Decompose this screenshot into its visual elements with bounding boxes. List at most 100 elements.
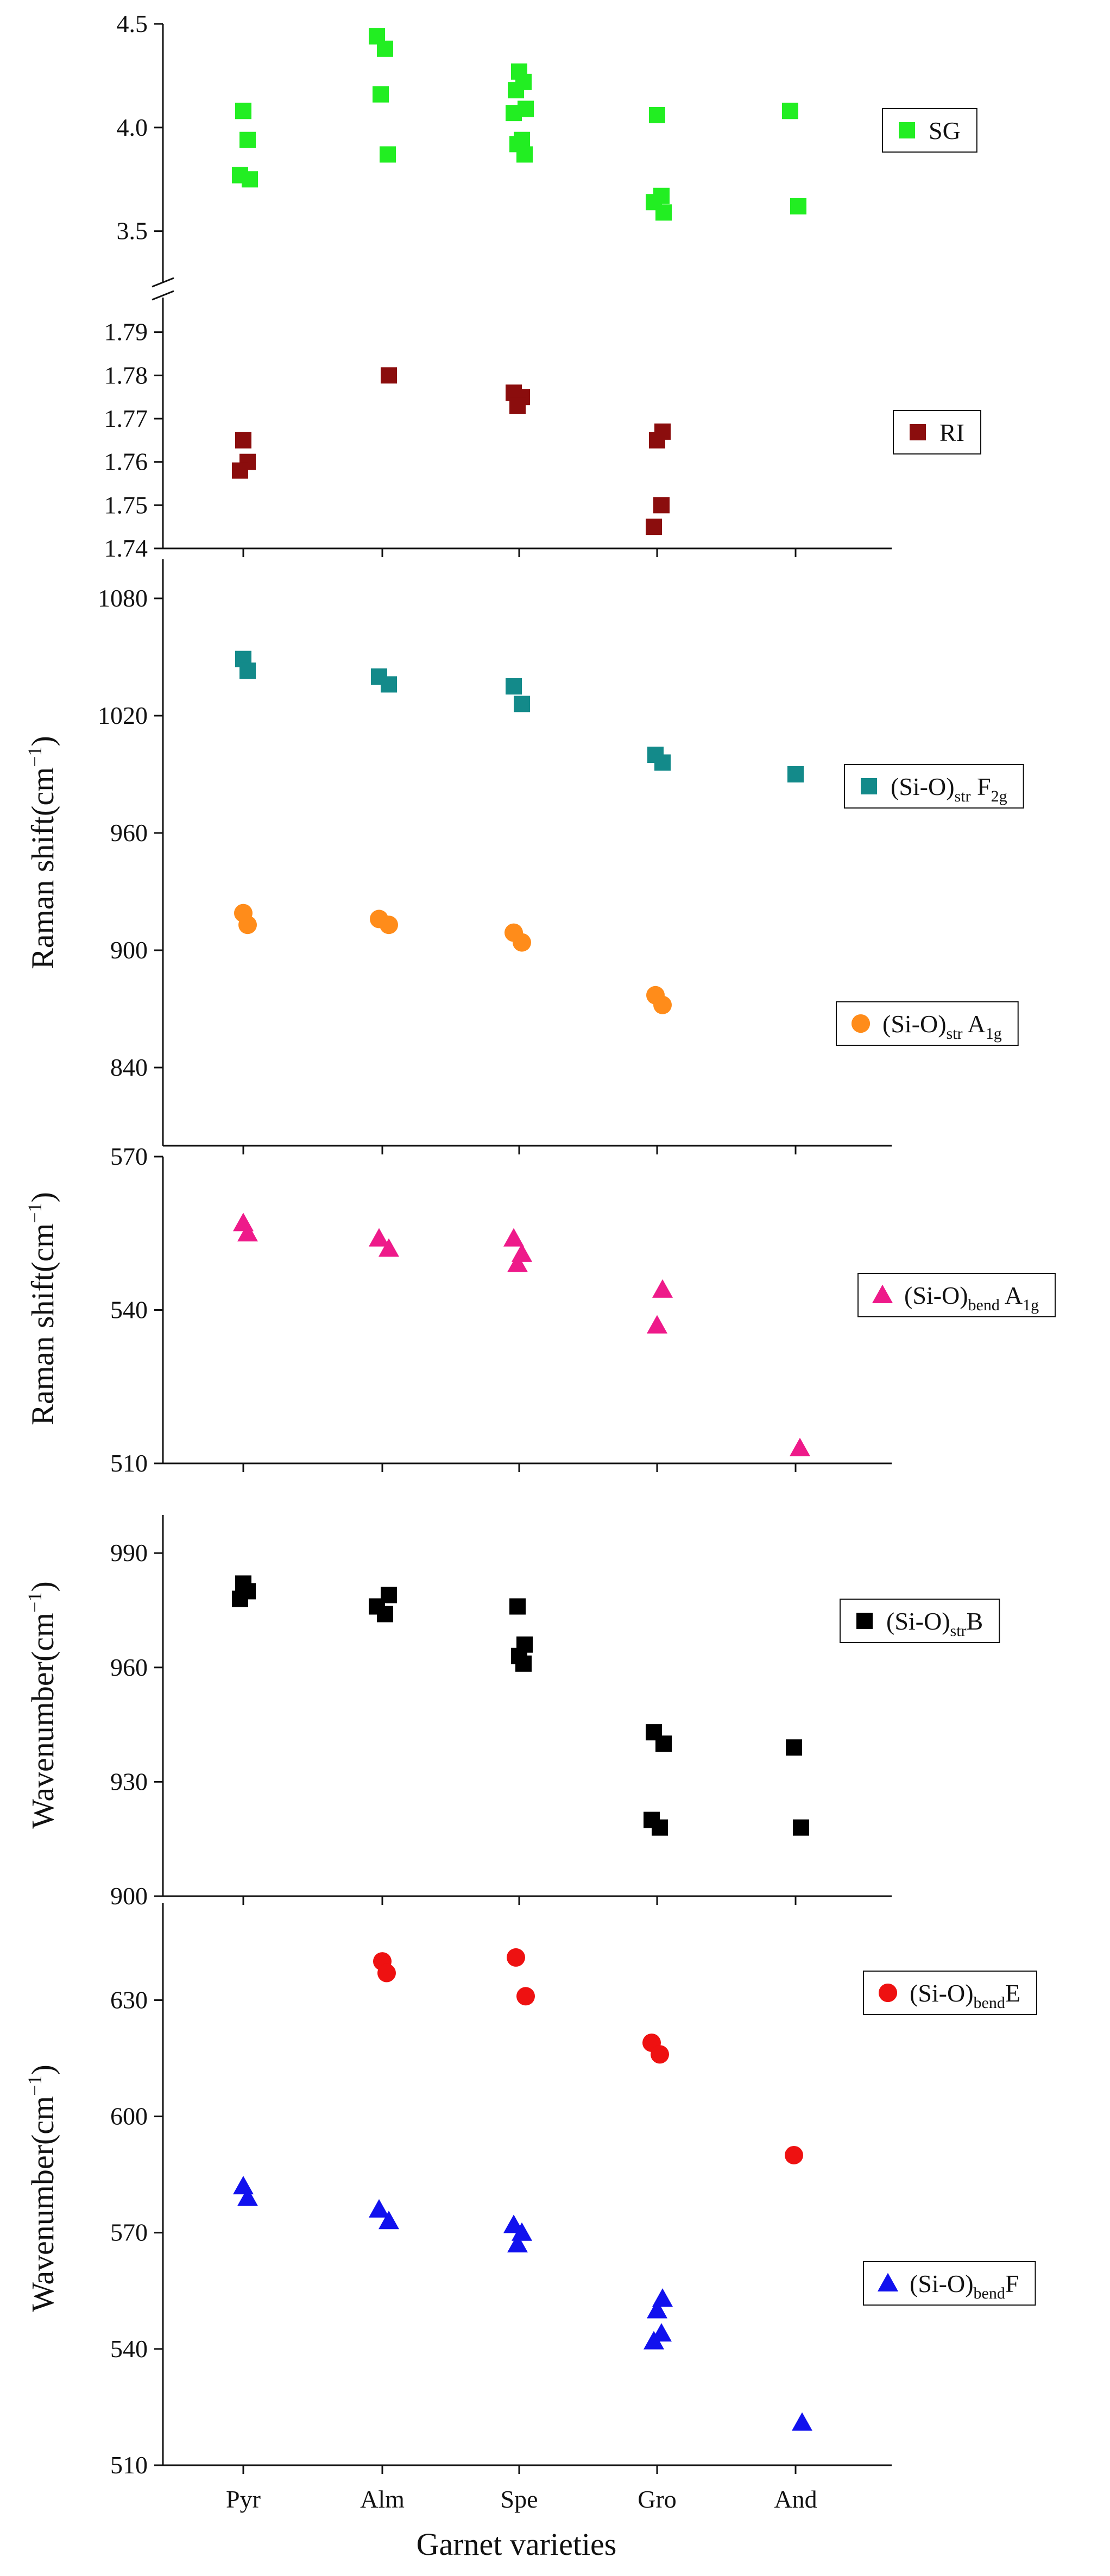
ri-y-tick-label: 1.76: [104, 448, 148, 476]
data-point: [233, 2176, 254, 2195]
data-point: [792, 2412, 812, 2431]
data-point: [237, 1223, 258, 1242]
ri-y-tick-label: 1.75: [104, 491, 148, 519]
ir-si-o-str-y-axis: 900 930 960 990: [110, 1515, 164, 1910]
ir-si-o-bend-y-tick-label: 540: [110, 2335, 148, 2363]
axis-break-mark: [152, 290, 174, 301]
data-point-ri: [235, 432, 251, 449]
data-point: [369, 2199, 389, 2218]
raman-si-o-str-y-tick-label: 1080: [98, 584, 148, 612]
raman-si-o-str-y-tick-label: 960: [110, 819, 148, 847]
raman-si-o-bend-y-tick-label: 570: [110, 1142, 148, 1170]
x-tick-label-spe: Spe: [501, 2485, 538, 2513]
legend-label: (Si-O)str F2g: [891, 773, 1007, 805]
data-point: [514, 696, 530, 712]
ir-si-o-bend-y-tick-label: 570: [110, 2219, 148, 2246]
legend-marker: [861, 778, 877, 794]
legend-marker: [910, 424, 926, 440]
legend-ir-si-o-bend-1: (Si-O)bendF: [863, 2261, 1036, 2306]
sg-ri-x-axis: [163, 547, 892, 557]
ir-si-o-bend-series-0: [373, 1948, 803, 2164]
ri-y-tick-label: 1.79: [104, 318, 148, 346]
ir-si-o-bend-series-1: [233, 2176, 812, 2431]
data-point-sg: [239, 131, 256, 148]
raman-si-o-bend-y-tick-label: 540: [110, 1296, 148, 1324]
data-point-sg: [373, 86, 389, 103]
x-axis-title: Garnet varieties: [417, 2527, 617, 2562]
legend-marker: [872, 1285, 893, 1303]
data-point: [369, 1228, 389, 1247]
data-point: [652, 1819, 668, 1836]
data-point-sg: [655, 204, 672, 221]
raman-si-o-str-x-axis: [163, 1145, 892, 1154]
ir-si-o-bend-y-tick-label: 600: [110, 2103, 148, 2130]
raman-si-o-bend-y-axis-title: Raman shift(cm−1): [24, 1192, 60, 1425]
ir-si-o-bend-y-tick-label: 510: [110, 2451, 148, 2479]
sg-y-tick-label: 4.0: [117, 113, 148, 141]
legend-RI: RI: [893, 410, 981, 454]
legend-box: [882, 108, 977, 153]
data-point: [232, 1590, 248, 1607]
data-point: [653, 995, 672, 1014]
data-point-ri: [509, 397, 526, 414]
ir-si-o-str-y-tick-label: 990: [110, 1539, 148, 1567]
data-point-ri: [649, 432, 665, 449]
data-point: [507, 1948, 525, 1967]
legend-label: (Si-O)strB: [886, 1607, 983, 1640]
data-point: [654, 754, 671, 771]
ir-si-o-str-x-axis: [163, 1895, 892, 1905]
data-point: [786, 1739, 802, 1756]
data-point-sg: [380, 146, 396, 163]
data-point-sg: [242, 171, 258, 188]
raman-si-o-bend-y-axis: 510 540 570: [110, 1142, 164, 1477]
legend-marker: [856, 1613, 873, 1629]
data-point: [651, 2045, 669, 2064]
ir-si-o-bend-y-tick-label: 630: [110, 1986, 148, 2013]
data-point-sg: [649, 106, 665, 123]
legend-box: [857, 1273, 1056, 1317]
x-tick-label-gro: Gro: [638, 2485, 677, 2513]
legend-SG: SG: [882, 108, 977, 153]
data-point: [515, 1655, 532, 1672]
axis-break-mark: [152, 277, 174, 288]
x-tick-label-and: And: [774, 2485, 817, 2513]
x-tick-label-pyr: Pyr: [226, 2485, 261, 2513]
ri-y-tick-label: 1.78: [104, 361, 148, 389]
raman-si-o-str-y-tick-label: 840: [110, 1053, 148, 1081]
sg-y-axis: 3.5 4.0 4.5: [117, 10, 163, 245]
legend-label: SG: [929, 117, 961, 144]
raman-si-o-str-series-0: [235, 651, 804, 782]
data-point: [377, 1963, 396, 1982]
raman-si-o-str-y-tick-label: 900: [110, 936, 148, 964]
ir-si-o-bend-x-axis: Pyr Alm Spe Gro And: [163, 2464, 892, 2513]
data-point: [655, 1735, 672, 1752]
sg-y-tick-label: 4.5: [117, 10, 148, 37]
legend-label: (Si-O)bendE: [910, 1979, 1020, 2012]
ir-si-o-bend-y-axis-title: Wavenumber(cm−1): [24, 2064, 60, 2312]
data-point: [790, 1437, 810, 1456]
data-point: [647, 1315, 667, 1334]
data-point-ri: [381, 367, 397, 384]
data-point: [381, 676, 397, 693]
data-point-sg: [790, 198, 806, 214]
data-point: [503, 1228, 524, 1247]
data-point-ri: [646, 519, 662, 535]
raman-si-o-str-y-tick-label: 1020: [98, 702, 148, 729]
ri-y-tick-label: 1.74: [104, 534, 148, 562]
data-point: [238, 916, 257, 935]
data-point-sg: [508, 82, 524, 99]
data-point: [237, 2187, 258, 2206]
data-point: [793, 1819, 809, 1836]
ir-si-o-str-y-tick-label: 930: [110, 1767, 148, 1795]
data-point: [644, 2331, 664, 2350]
data-point-ri: [653, 497, 670, 514]
ir-si-o-bend-y-axis: 510 540 570 600 630: [110, 1903, 164, 2479]
ir-si-o-str-y-axis-title: Wavenumber(cm−1): [24, 1581, 60, 1829]
ri-y-tick-label: 1.77: [104, 405, 148, 432]
legend-label: (Si-O)str A1g: [882, 1010, 1002, 1043]
x-tick-label-alm: Alm: [360, 2485, 405, 2513]
series-sg: [232, 28, 806, 221]
legend-marker: [852, 1014, 870, 1033]
data-point: [652, 1279, 673, 1298]
